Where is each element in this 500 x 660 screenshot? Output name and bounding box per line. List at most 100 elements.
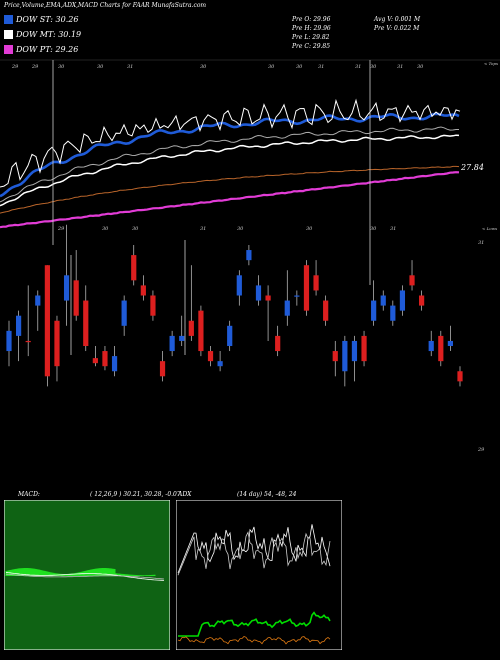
candle (371, 280, 377, 326)
info-prev-low: Pre L: 29.82 (292, 34, 330, 41)
top-tick-label: 30 (417, 64, 424, 70)
candle (409, 260, 415, 291)
candle-body (227, 325, 233, 346)
candle-body (361, 335, 367, 362)
candle (265, 285, 271, 341)
candle (217, 351, 223, 372)
candle-body (438, 335, 444, 362)
candle-body (102, 351, 108, 367)
candle-body (303, 265, 310, 311)
adx-line (178, 611, 331, 637)
candle (332, 340, 338, 377)
candle-body (342, 340, 348, 372)
candle (6, 320, 12, 367)
candle (255, 275, 262, 306)
candle (361, 330, 367, 367)
candle-body (121, 300, 127, 326)
ema-brown-line (0, 165, 460, 214)
macd-panel (4, 500, 170, 650)
candle-body (323, 300, 329, 321)
lows-label: < Lows (482, 226, 497, 231)
candle (73, 250, 79, 321)
candle-body (150, 295, 156, 316)
candle (198, 305, 204, 357)
candle-body (447, 340, 454, 346)
candle-body (217, 361, 223, 367)
candle-body (44, 265, 50, 377)
candle-body (284, 300, 290, 316)
top-tick-label: 31 (318, 64, 324, 70)
candle (102, 346, 108, 371)
candle (351, 335, 358, 382)
top-tick-label: 30 (200, 64, 207, 70)
candle-body (198, 310, 204, 352)
candle-body (92, 358, 98, 364)
candle (188, 265, 194, 341)
candle (275, 325, 281, 357)
price-chart: 29 29 30 30 31 30 30 30 31 31 30 31 30 < Tops 27.84 … (0, 59, 500, 453)
candle-body (399, 290, 406, 311)
candle-body (428, 340, 434, 352)
candle (159, 351, 166, 382)
candle (428, 330, 434, 357)
candle (303, 260, 310, 316)
ema-long-line (0, 171, 460, 229)
candle-body (255, 285, 262, 301)
candle-body (111, 356, 118, 372)
info-prev-volume: Pre V: 0.022 M (374, 25, 420, 32)
candle-body (169, 335, 175, 352)
top-tick-label: 31 (397, 64, 403, 70)
adx-label: ADX (178, 491, 192, 498)
last-value-label: 27.84 (460, 163, 484, 172)
candle-body (313, 275, 319, 291)
candle (15, 310, 22, 362)
bottom-tick-label: 30 (370, 226, 377, 232)
candle (83, 285, 89, 352)
candle (54, 315, 60, 382)
candle (131, 245, 137, 286)
candle (246, 245, 252, 266)
candle-body (371, 300, 377, 321)
macd-signal-line (5, 573, 165, 580)
candle (399, 285, 406, 316)
candle-body (332, 351, 338, 362)
candle (92, 346, 98, 367)
candle-body (83, 300, 89, 346)
candle (447, 325, 454, 352)
legend-label-st: DOW ST: 30.26 (16, 15, 79, 24)
candle-body (54, 320, 60, 367)
candle-body (159, 361, 166, 377)
legend-swatch-pt (4, 45, 13, 54)
adx-background (176, 500, 342, 650)
legend-label-mt: DOW MT: 30.19 (16, 30, 82, 39)
bottom-tick-label: 30 (102, 226, 109, 232)
legend-dow-pt: DOW PT: 29.26 (4, 45, 78, 54)
info-prev-high: Pre H: 29.96 (292, 25, 331, 32)
candle (207, 346, 214, 367)
candle-price-bottom: 29 (477, 447, 485, 453)
candle (179, 315, 185, 346)
bottom-tick-label: 30 (237, 226, 244, 232)
candle-body (419, 295, 425, 306)
candle-body (409, 275, 415, 286)
legend-label-pt: DOW PT: 29.26 (16, 45, 79, 54)
candle-body (265, 295, 271, 301)
candle-body (35, 295, 41, 306)
bottom-tick-label: 30 (306, 226, 313, 232)
candle (150, 290, 156, 321)
candle-body (275, 335, 281, 352)
top-tick-label: 31 (355, 64, 361, 70)
info-prev-open: Pre O: 29.96 (292, 16, 331, 23)
top-tick-label: 30 (268, 64, 275, 70)
top-tick-label: 29 (11, 64, 19, 70)
candle (390, 300, 396, 326)
adx-plus-di (177, 524, 331, 574)
price-line (0, 98, 461, 188)
top-tick-label: 29 (31, 64, 39, 70)
tops-label: < Tops (484, 61, 498, 66)
top-tick-label: 30 (58, 64, 65, 70)
ema-short-line (0, 112, 460, 198)
candle-body (294, 295, 300, 297)
bottom-tick-label: 31 (390, 226, 396, 232)
info-prev-close: Pre C: 29.85 (292, 43, 331, 50)
